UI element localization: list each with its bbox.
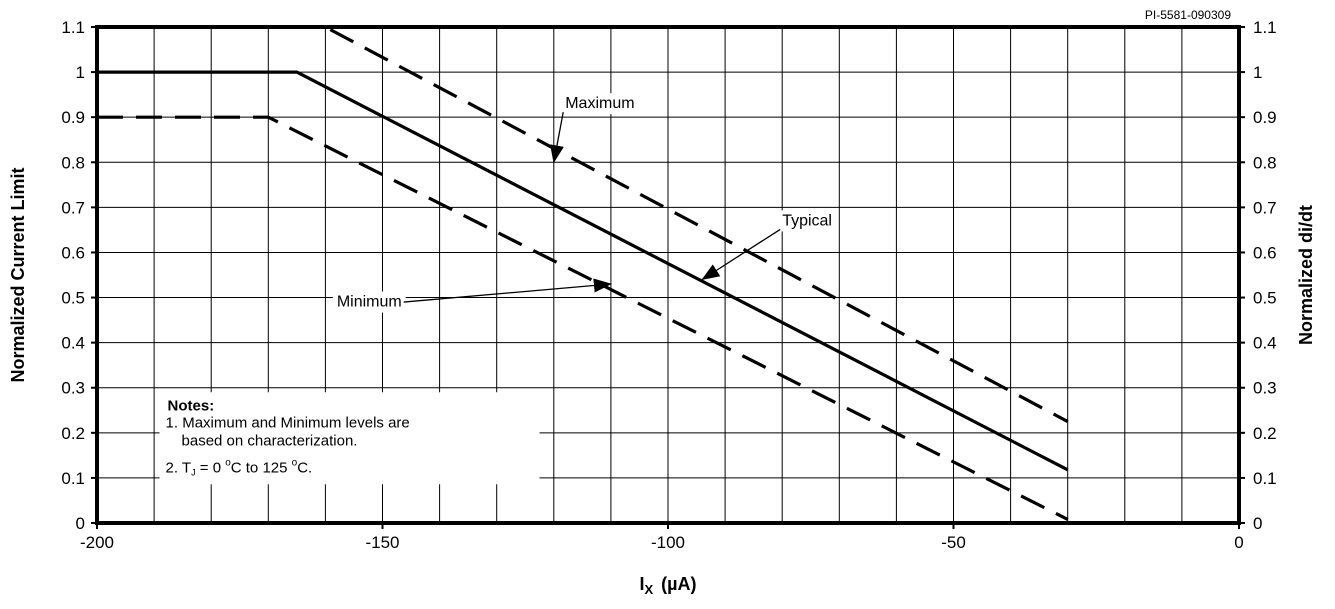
annotation-arrow <box>701 228 781 281</box>
x-axis-label-main: I <box>639 574 644 594</box>
x-axis-label-unit: (µA) <box>661 574 696 594</box>
y-tick-label-right: 0.4 <box>1253 334 1277 353</box>
y-tick-label-left: 1.1 <box>61 18 85 37</box>
y-tick-label-right: 0.8 <box>1253 153 1277 172</box>
annotation-arrow <box>403 278 612 303</box>
annotation-minimum: Minimum <box>337 294 402 311</box>
annotation-typical: Typical <box>782 212 832 229</box>
x-tick-label: -200 <box>80 533 114 552</box>
y-tick-label-left: 0 <box>76 514 85 533</box>
y-tick-label-right: 0.1 <box>1253 469 1277 488</box>
notes-heading: Notes: <box>168 397 215 414</box>
notes-line-2: based on characterization. <box>182 432 358 449</box>
y-tick-label-right: 1.1 <box>1253 18 1277 37</box>
y-tick-label-right: 0 <box>1253 514 1262 533</box>
annotation-bg <box>561 93 639 115</box>
y-tick-label-right: 0.7 <box>1253 198 1277 217</box>
notes-line-3-sub: J <box>191 467 196 477</box>
y-tick-label-left: 0.2 <box>61 424 85 443</box>
series-line-maximum <box>97 25 1069 423</box>
series-line-minimum <box>97 115 1069 521</box>
annotations: Maximum Typical Minimum <box>332 93 836 313</box>
notes-line-1: 1. Maximum and Minimum levels are <box>166 414 410 431</box>
y-tick-label-right: 0.3 <box>1253 379 1277 398</box>
notes-line-3-deg1: o <box>225 457 231 468</box>
y-tick-label-right: 0.6 <box>1253 243 1277 262</box>
notes-background <box>159 392 540 485</box>
y-tick-label-left: 0.5 <box>61 289 85 308</box>
y-tick-label-left: 0.8 <box>61 153 85 172</box>
notes-line-3: 2. TJ = 0 oC to 125 oC. <box>166 457 313 477</box>
y-tick-label-left: 0.9 <box>61 108 85 127</box>
x-tick-label: -100 <box>651 533 685 552</box>
y-axis-label-left: Normalized Current Limit <box>8 167 28 382</box>
x-axis-label-sub: X <box>644 582 653 597</box>
x-tick-label: 0 <box>1234 533 1243 552</box>
notes-box: Notes: 1. Maximum and Minimum levels are… <box>159 392 540 485</box>
notes-line-3-rest2: C. <box>297 459 312 476</box>
notes-line-3-deg2: o <box>292 457 298 468</box>
annotation-arrow <box>550 112 564 164</box>
y-tick-label-right: 0.9 <box>1253 108 1277 127</box>
series-line-typical <box>97 70 1069 472</box>
x-tick-label: -150 <box>365 533 399 552</box>
annotation-maximum: Maximum <box>565 95 634 112</box>
y-tick-label-left: 0.4 <box>61 334 85 353</box>
notes-line-3-prefix: 2. T <box>166 459 192 476</box>
y-tick-label-right: 1 <box>1253 63 1262 82</box>
y-tick-label-left: 0.3 <box>61 379 85 398</box>
y-tick-label-left: 0.1 <box>61 469 85 488</box>
y-tick-label-left: 1 <box>76 63 85 82</box>
annotation-bg <box>778 210 836 232</box>
notes-line-3-mid: = 0 <box>196 459 226 476</box>
y-tick-label-right: 0.2 <box>1253 424 1277 443</box>
notes-line-3-rest1: C to 125 <box>231 459 292 476</box>
document-id: PI-5581-090309 <box>1145 8 1231 22</box>
series-lines <box>97 25 1069 521</box>
y-axis-label-right: Normalized di/dt <box>1296 205 1316 345</box>
y-tick-label-left: 0.7 <box>61 198 85 217</box>
x-tick-label: -50 <box>941 533 966 552</box>
tick-labels: -200 -150 -100 -50 00 00.1 0.10.2 0.20.3 0.30.4 0… <box>61 18 1276 552</box>
annotation-bg <box>332 291 406 313</box>
y-tick-label-right: 0.5 <box>1253 289 1277 308</box>
y-tick-label-left: 0.6 <box>61 243 85 262</box>
x-axis-label: IX (µA) <box>639 574 696 597</box>
